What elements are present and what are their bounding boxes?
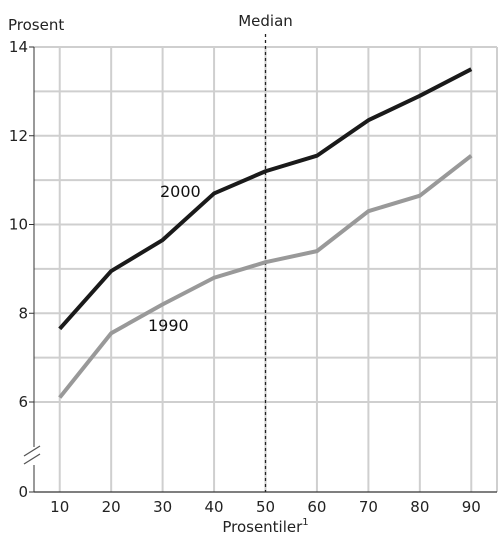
series-label-1990: 1990 [148,316,189,335]
x-tick-label: 30 [153,498,172,516]
axis-break-mark [23,445,41,457]
series-group: 1990 2000 [58,67,473,399]
axes [23,46,497,493]
y-tick-labels: 14 12 10 8 6 0 [9,38,28,501]
y-tick-label: 6 [18,393,28,411]
y-axis-title: Prosent [8,16,64,34]
x-tick-label: 60 [307,498,326,516]
y-tick-label: 0 [18,483,28,501]
x-axis-title: Prosentiler1 [222,517,308,536]
x-tick-label: 70 [359,498,378,516]
x-axis-title-superscript: 1 [302,517,308,528]
axis-break-mark [23,453,41,465]
series-line-2000 [58,67,473,331]
y-tick-label: 10 [9,216,28,234]
y-tick-label: 14 [9,38,28,56]
x-tick-label: 90 [462,498,481,516]
x-axis-title-text: Prosentiler [222,518,303,536]
x-tick-label: 20 [102,498,121,516]
series-line-1990 [58,154,473,399]
x-tick-labels: 10 20 30 40 50 60 70 80 90 [50,498,481,516]
series-label-2000: 2000 [160,182,201,201]
x-tick-label: 10 [50,498,69,516]
x-tick-label: 80 [410,498,429,516]
x-tick-label: 40 [205,498,224,516]
y-tick-label: 12 [9,127,28,145]
x-tick-label: 50 [256,498,275,516]
median-label: Median [238,12,293,30]
y-tick-label: 8 [18,304,28,322]
